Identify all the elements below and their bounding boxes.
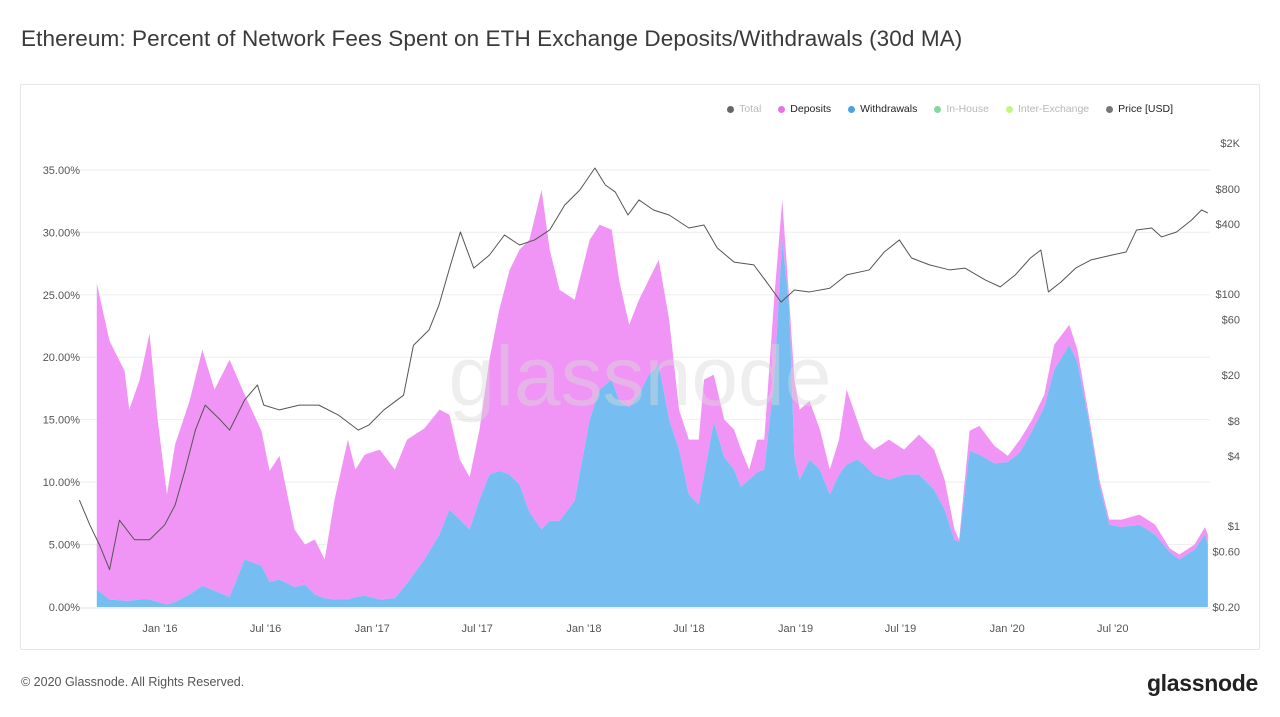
legend-item-withdrawals[interactable]: Withdrawals: [848, 103, 917, 115]
x-tick-label: Jul '20: [1097, 623, 1128, 635]
y-right-tick-label: $800: [1216, 184, 1240, 196]
y-right-tick-label: $400: [1216, 219, 1240, 231]
y-left-tick-label: 35.00%: [43, 165, 81, 177]
legend-dot-deposits: [778, 105, 786, 113]
y-left-tick-label: 30.00%: [43, 227, 81, 239]
legend-label: In-House: [946, 103, 989, 115]
x-tick-label: Jan '19: [778, 623, 813, 635]
copyright-footer: © 2020 Glassnode. All Rights Reserved.: [21, 675, 245, 689]
legend-dot-price: [1106, 105, 1114, 113]
y-left-tick-label: 20.00%: [43, 352, 81, 364]
x-tick-label: Jan '18: [566, 623, 601, 635]
watermark: glassnode: [449, 329, 832, 423]
y-right-tick-label: $0.20: [1212, 602, 1240, 614]
y-right-tick-label: $100: [1216, 289, 1240, 301]
chart-frame: [20, 84, 1260, 650]
x-tick-label: Jul '17: [461, 623, 492, 635]
withdrawals-area: [96, 239, 1208, 607]
x-tick-label: Jul '18: [673, 623, 704, 635]
legend-label: Total: [739, 103, 762, 115]
legend-dot-withdrawals: [848, 105, 856, 113]
legend-item-deposits[interactable]: Deposits: [778, 103, 831, 115]
y-left-tick-label: 10.00%: [43, 477, 81, 489]
x-tick-label: Jan '17: [355, 623, 390, 635]
glassnode-logo: glassnode: [1146, 670, 1258, 696]
y-axis-left: 0.00% 5.00% 10.00% 15.00% 20.00% 25.00% 30.00%…: [43, 165, 81, 614]
deposits-area: [96, 189, 1208, 605]
legend-item-total[interactable]: Total: [727, 103, 761, 115]
legend-label: Price [USD]: [1118, 103, 1173, 115]
y-right-tick-label: $8: [1228, 416, 1240, 428]
area-series: [96, 189, 1208, 607]
y-left-tick-label: 25.00%: [43, 290, 81, 302]
legend-item-price[interactable]: Price [USD]: [1106, 103, 1173, 115]
y-right-tick-label: $20: [1222, 370, 1240, 382]
x-tick-label: Jan '20: [990, 623, 1025, 635]
legend-dot-in-house: [934, 105, 942, 113]
y-axis-right: $0.20 $0.60 $1 $4 $8 $20 $60 $100 $400 $800 $2K: [1212, 138, 1240, 614]
price-line: [78, 167, 1209, 571]
x-tick-label: Jul '19: [885, 623, 916, 635]
y-right-tick-label: $60: [1222, 315, 1240, 327]
y-right-tick-label: $4: [1228, 451, 1240, 463]
legend-dot-inter-exchange: [1005, 105, 1013, 113]
y-right-tick-label: $1: [1228, 521, 1240, 533]
x-tick-label: Jul '16: [250, 623, 281, 635]
y-left-tick-label: 5.00%: [49, 540, 80, 552]
x-axis: Jan '16 Jul '16 Jan '17 Jul '17 Jan '18 Jul '…: [142, 623, 1128, 635]
chart-title: Ethereum: Percent of Network Fees Spent …: [21, 26, 963, 51]
y-right-tick-label: $2K: [1220, 138, 1240, 150]
legend-item-in-house[interactable]: In-House: [934, 103, 989, 115]
legend: Total Deposits Withdrawals In-House Inte…: [727, 103, 1173, 115]
legend-label: Deposits: [790, 103, 832, 115]
legend-item-inter-exchange[interactable]: Inter-Exchange: [1005, 103, 1090, 115]
x-tick-label: Jan '16: [142, 623, 177, 635]
y-left-tick-label: 0.00%: [49, 602, 80, 614]
legend-label: Inter-Exchange: [1017, 103, 1090, 115]
legend-label: Withdrawals: [860, 103, 918, 115]
y-right-tick-label: $0.60: [1212, 547, 1240, 559]
y-left-tick-label: 15.00%: [43, 415, 81, 427]
price-series: [78, 167, 1209, 571]
legend-dot-total: [727, 105, 735, 113]
